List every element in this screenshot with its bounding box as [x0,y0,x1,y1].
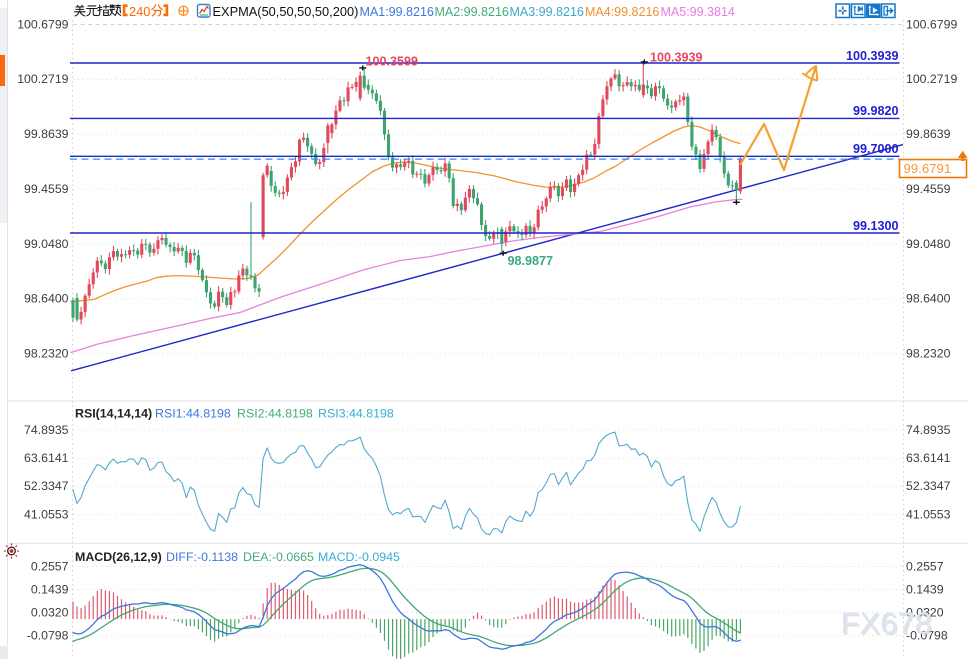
svg-text:100.2719: 100.2719 [17,72,68,86]
svg-text:98.2320: 98.2320 [906,346,951,360]
svg-text:MA1:99.8216: MA1:99.8216 [360,5,434,19]
svg-text:74.8935: 74.8935 [906,423,951,437]
svg-text:EXPMA(50,50,50,50,200): EXPMA(50,50,50,50,200) [213,4,359,19]
svg-text:63.6141: 63.6141 [24,451,69,465]
svg-text:100.3939: 100.3939 [650,51,703,65]
svg-text:98.6400: 98.6400 [906,292,951,306]
svg-text:100.3939: 100.3939 [846,49,899,63]
svg-text:52.3347: 52.3347 [906,479,951,493]
svg-text:100.6799: 100.6799 [17,17,68,31]
svg-text:99.4559: 99.4559 [906,182,951,196]
svg-text:RSI1:44.8198: RSI1:44.8198 [155,407,231,421]
svg-text:99.0480: 99.0480 [24,237,69,251]
svg-text:MA5:99.3814: MA5:99.3814 [661,5,735,19]
svg-text:99.7000: 99.7000 [853,142,899,156]
svg-text:DIFF:-0.1138: DIFF:-0.1138 [166,550,238,564]
svg-text:FX678: FX678 [842,607,933,642]
svg-text:63.6141: 63.6141 [906,451,951,465]
svg-text:99.0480: 99.0480 [906,237,951,251]
svg-text:99.8639: 99.8639 [24,127,69,141]
svg-text:98.2320: 98.2320 [24,346,69,360]
svg-text:RSI3:44.8198: RSI3:44.8198 [318,407,394,421]
svg-text:100.3599: 100.3599 [366,55,419,69]
svg-text:41.0553: 41.0553 [906,507,951,521]
svg-text:0.2557: 0.2557 [906,559,944,573]
svg-text:MA2:99.8216: MA2:99.8216 [435,5,509,19]
svg-text:99.6791: 99.6791 [904,161,952,176]
svg-text:FX678: FX678 [841,606,932,641]
svg-text:100.2719: 100.2719 [906,72,957,86]
svg-text:52.3347: 52.3347 [24,479,69,493]
svg-text:0.2557: 0.2557 [31,559,69,573]
svg-text:RSI(14,14,14): RSI(14,14,14) [75,407,152,421]
svg-text:0.1439: 0.1439 [906,582,944,596]
svg-text:99.4559: 99.4559 [24,182,69,196]
svg-text:41.0553: 41.0553 [24,507,69,521]
svg-text:98.9877: 98.9877 [508,254,554,268]
svg-text:RSI2:44.8198: RSI2:44.8198 [237,407,313,421]
svg-text:74.8935: 74.8935 [24,423,69,437]
svg-text:0.0320: 0.0320 [906,605,944,619]
svg-text:DEA:-0.0665: DEA:-0.0665 [243,550,314,564]
svg-text:99.8639: 99.8639 [906,127,951,141]
svg-text:MACD:-0.0945: MACD:-0.0945 [318,550,400,564]
svg-text:-0.0798: -0.0798 [27,628,69,642]
svg-text:99.1300: 99.1300 [853,219,899,233]
svg-text:98.6400: 98.6400 [24,292,69,306]
svg-text:99.9820: 99.9820 [853,104,899,118]
svg-text:100.6799: 100.6799 [906,17,957,31]
svg-text:0.1439: 0.1439 [31,582,69,596]
svg-text:MA4:99.8216: MA4:99.8216 [585,5,659,19]
svg-text:MACD(26,12,9): MACD(26,12,9) [75,550,162,564]
svg-text:-0.0798: -0.0798 [906,628,948,642]
svg-text:MA3:99.8216: MA3:99.8216 [510,5,584,19]
svg-text:0.0320: 0.0320 [31,605,69,619]
svg-text:240: 240 [129,4,150,19]
